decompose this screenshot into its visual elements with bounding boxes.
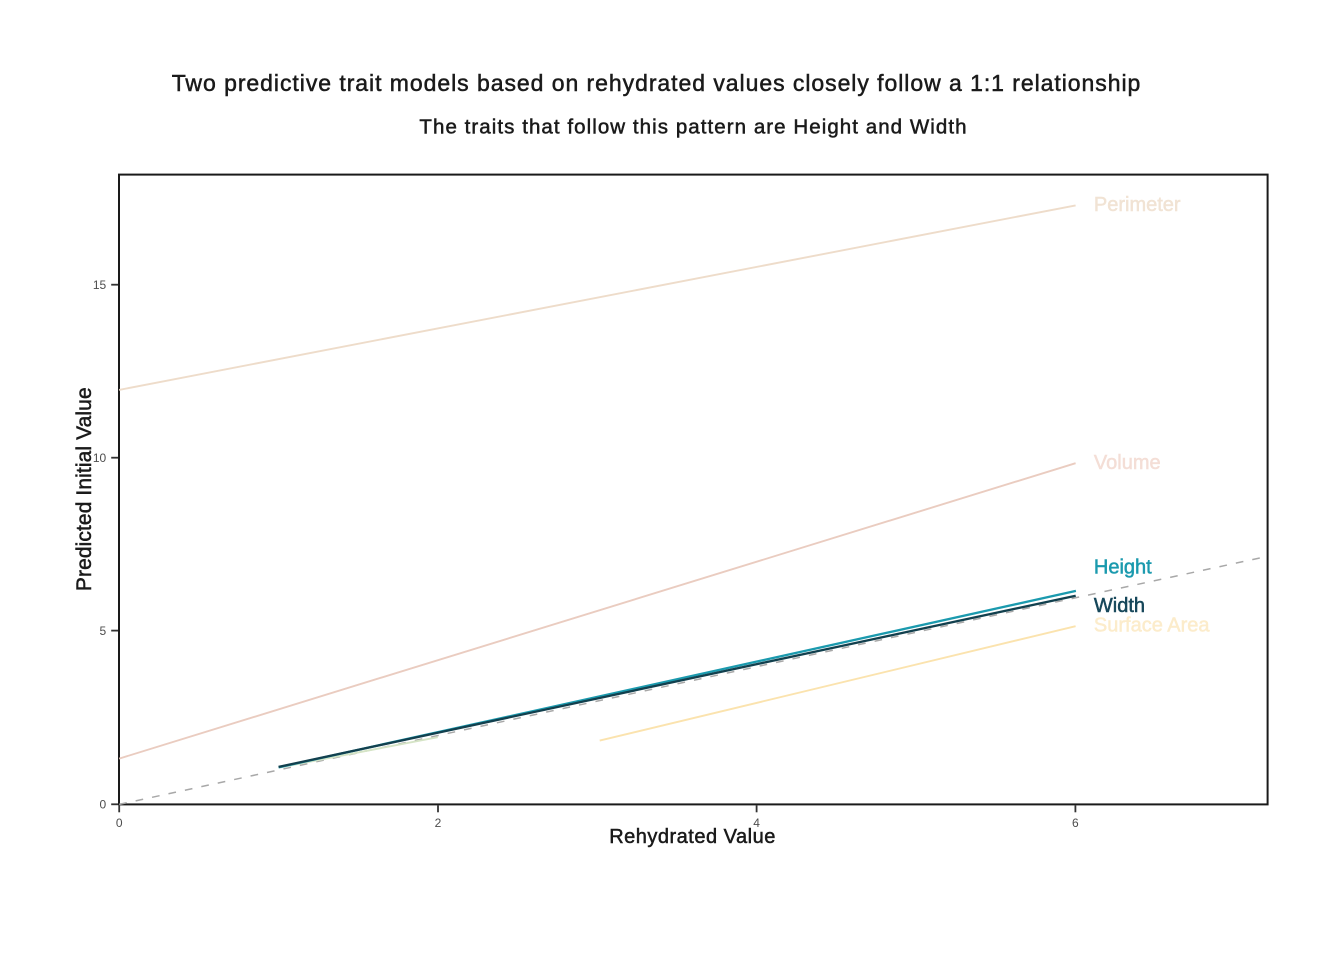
svg-text:4: 4 xyxy=(753,816,760,830)
svg-text:Surface Area: Surface Area xyxy=(1094,614,1211,636)
svg-text:Perimeter: Perimeter xyxy=(1094,194,1181,216)
svg-text:0: 0 xyxy=(100,798,107,812)
svg-text:Width: Width xyxy=(1094,595,1145,617)
svg-text:6: 6 xyxy=(1072,816,1079,830)
svg-text:15: 15 xyxy=(93,278,107,292)
svg-text:Predicted Initial Value: Predicted Initial Value xyxy=(73,387,96,591)
svg-text:Two predictive trait models ba: Two predictive trait models based on reh… xyxy=(172,70,1142,96)
svg-text:Volume: Volume xyxy=(1094,452,1161,474)
svg-text:2: 2 xyxy=(435,816,442,830)
svg-text:Rehydrated Value: Rehydrated Value xyxy=(609,826,776,848)
svg-text:The traits that follow this pa: The traits that follow this pattern are … xyxy=(419,115,967,138)
svg-text:5: 5 xyxy=(100,624,107,638)
svg-text:10: 10 xyxy=(93,451,107,465)
svg-text:Height: Height xyxy=(1094,557,1152,579)
svg-text:0: 0 xyxy=(116,816,123,830)
